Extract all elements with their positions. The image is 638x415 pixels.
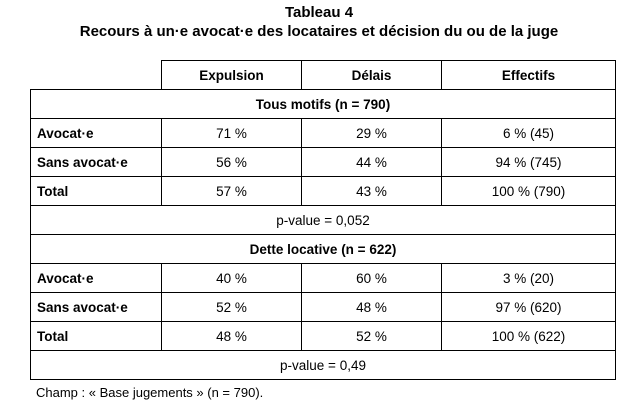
cell-expulsion: 71 %: [161, 118, 302, 148]
table-row: Sans avocat·e 52 % 48 % 97 % (620): [30, 292, 616, 322]
cell-delais: 43 %: [301, 176, 442, 206]
row-label: Total: [30, 176, 162, 206]
cell-delais: 44 %: [301, 147, 442, 177]
column-header-effectifs: Effectifs: [441, 60, 616, 90]
row-label: Avocat·e: [30, 118, 162, 148]
section-heading-row: Tous motifs (n = 790): [30, 89, 616, 119]
column-header-row: Expulsion Délais Effectifs: [30, 60, 616, 90]
cell-delais: 52 %: [301, 321, 442, 351]
cell-effectifs: 6 % (45): [441, 118, 616, 148]
pvalue-cell: p-value = 0,052: [30, 205, 616, 235]
row-label: Total: [30, 321, 162, 351]
column-header-delais: Délais: [301, 60, 442, 90]
cell-expulsion: 48 %: [161, 321, 302, 351]
cell-expulsion: 52 %: [161, 292, 302, 322]
cell-effectifs: 100 % (790): [441, 176, 616, 206]
header-blank-cell: [30, 60, 162, 90]
table-row: Avocat·e 71 % 29 % 6 % (45): [30, 118, 616, 148]
cell-effectifs: 3 % (20): [441, 263, 616, 293]
cell-delais: 48 %: [301, 292, 442, 322]
cell-effectifs: 100 % (622): [441, 321, 616, 351]
column-header-expulsion: Expulsion: [161, 60, 302, 90]
cell-effectifs: 97 % (620): [441, 292, 616, 322]
row-label: Avocat·e: [30, 263, 162, 293]
cell-expulsion: 57 %: [161, 176, 302, 206]
table-row: Total 57 % 43 % 100 % (790): [30, 176, 616, 206]
table-row: Total 48 % 52 % 100 % (622): [30, 321, 616, 351]
pvalue-row: p-value = 0,49: [30, 350, 616, 380]
cell-effectifs: 94 % (745): [441, 147, 616, 177]
results-table: Expulsion Délais Effectifs Tous motifs (…: [30, 60, 616, 380]
section-heading: Tous motifs (n = 790): [30, 89, 616, 119]
table-row: Avocat·e 40 % 60 % 3 % (20): [30, 263, 616, 293]
cell-expulsion: 56 %: [161, 147, 302, 177]
table-row: Sans avocat·e 56 % 44 % 94 % (745): [30, 147, 616, 177]
pvalue-cell: p-value = 0,49: [30, 350, 616, 380]
row-label: Sans avocat·e: [30, 147, 162, 177]
source-note: Champ : « Base jugements » (n = 790).: [36, 385, 264, 400]
section-heading-row: Dette locative (n = 622): [30, 234, 616, 264]
table-subtitle: Recours à un·e avocat·e des locataires e…: [79, 23, 559, 40]
table-title: Tableau 4: [284, 4, 354, 21]
cell-delais: 29 %: [301, 118, 442, 148]
section-heading: Dette locative (n = 622): [30, 234, 616, 264]
row-label: Sans avocat·e: [30, 292, 162, 322]
cell-delais: 60 %: [301, 263, 442, 293]
pvalue-row: p-value = 0,052: [30, 205, 616, 235]
cell-expulsion: 40 %: [161, 263, 302, 293]
